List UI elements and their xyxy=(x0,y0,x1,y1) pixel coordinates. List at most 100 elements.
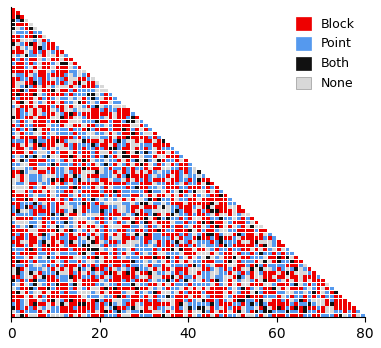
Bar xyxy=(100,225,104,228)
Bar xyxy=(29,93,33,96)
Bar xyxy=(153,225,157,228)
Bar xyxy=(78,310,82,314)
Bar xyxy=(95,221,99,224)
Bar xyxy=(29,66,33,69)
Bar xyxy=(51,159,55,162)
Bar xyxy=(42,89,46,92)
Bar xyxy=(175,275,179,278)
Bar xyxy=(242,306,245,310)
Bar xyxy=(255,291,258,294)
Bar xyxy=(246,263,250,267)
Bar xyxy=(272,260,276,263)
Bar xyxy=(210,198,214,201)
Bar xyxy=(20,19,24,23)
Bar xyxy=(16,178,19,182)
Bar xyxy=(202,263,205,267)
Bar xyxy=(122,268,126,271)
Bar xyxy=(100,229,104,232)
Bar xyxy=(38,229,42,232)
Bar xyxy=(224,236,227,240)
Bar xyxy=(131,201,134,205)
Bar xyxy=(64,205,68,209)
Bar xyxy=(95,101,99,104)
Bar xyxy=(42,260,46,263)
Bar xyxy=(131,171,134,174)
Bar xyxy=(11,151,15,155)
Bar xyxy=(259,287,263,290)
Bar xyxy=(60,89,64,92)
Bar xyxy=(215,306,219,310)
Bar xyxy=(290,268,294,271)
Bar xyxy=(184,287,187,290)
Bar xyxy=(206,302,210,306)
Bar xyxy=(122,229,126,232)
Bar xyxy=(25,89,28,92)
Bar xyxy=(29,178,33,182)
Bar xyxy=(16,205,19,209)
Bar xyxy=(16,15,19,18)
Bar xyxy=(224,287,227,290)
Bar xyxy=(51,155,55,158)
Bar xyxy=(171,240,174,244)
Bar xyxy=(34,190,37,193)
Bar xyxy=(42,97,46,100)
Bar xyxy=(250,268,254,271)
Bar xyxy=(11,50,15,54)
Bar xyxy=(219,221,223,224)
Bar xyxy=(51,167,55,170)
Bar xyxy=(153,198,157,201)
Bar xyxy=(255,275,258,278)
Bar xyxy=(82,275,86,278)
Bar xyxy=(299,306,303,310)
Bar xyxy=(34,132,37,135)
Bar xyxy=(197,244,201,247)
Bar xyxy=(210,256,214,259)
Bar xyxy=(139,201,143,205)
Bar xyxy=(131,263,134,267)
Bar xyxy=(135,201,139,205)
Bar xyxy=(29,46,33,50)
Bar xyxy=(78,291,82,294)
Bar xyxy=(153,178,157,182)
Bar xyxy=(162,268,165,271)
Bar xyxy=(184,225,187,228)
Bar xyxy=(104,97,108,100)
Bar xyxy=(197,295,201,298)
Bar xyxy=(11,120,15,123)
Bar xyxy=(113,147,117,150)
Bar xyxy=(11,213,15,216)
Bar xyxy=(303,271,307,275)
Bar xyxy=(91,295,95,298)
Bar xyxy=(20,109,24,112)
Bar xyxy=(69,167,73,170)
Bar xyxy=(131,116,134,119)
Bar xyxy=(20,62,24,65)
Bar xyxy=(34,124,37,127)
Bar xyxy=(219,279,223,283)
Bar xyxy=(51,81,55,85)
Bar xyxy=(166,159,170,162)
Bar xyxy=(20,287,24,290)
Bar xyxy=(197,271,201,275)
Bar xyxy=(232,310,236,314)
Bar xyxy=(73,302,77,306)
Bar xyxy=(126,232,130,236)
Bar xyxy=(242,271,245,275)
Bar xyxy=(91,159,95,162)
Bar xyxy=(51,143,55,147)
Bar xyxy=(113,275,117,278)
Bar xyxy=(47,283,50,286)
Bar xyxy=(25,27,28,30)
Bar xyxy=(38,140,42,143)
Bar xyxy=(117,143,121,147)
Bar xyxy=(104,244,108,247)
Bar xyxy=(20,236,24,240)
Bar xyxy=(34,66,37,69)
Bar xyxy=(82,221,86,224)
Bar xyxy=(100,116,104,119)
Bar xyxy=(82,205,86,209)
Bar xyxy=(228,275,232,278)
Bar xyxy=(232,213,236,216)
Bar xyxy=(131,268,134,271)
Bar xyxy=(51,46,55,50)
